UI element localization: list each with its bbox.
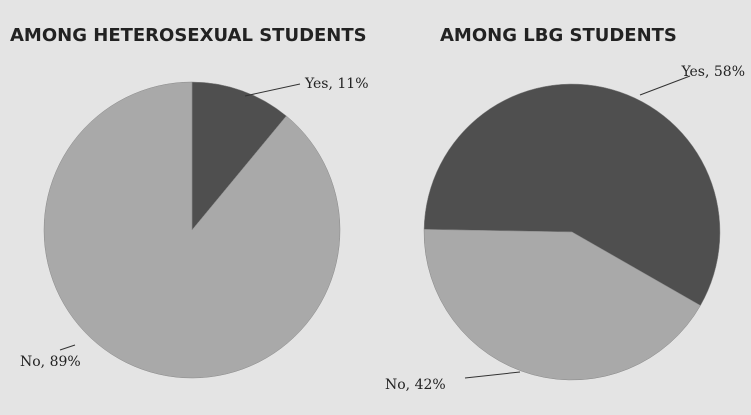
leader-line: [244, 83, 301, 97]
pie-slice: [423, 229, 701, 381]
pie-slice: [191, 81, 287, 231]
data-label: Yes, 58%: [680, 64, 745, 80]
chart-title: AMONG LBG STUDENTS: [440, 25, 677, 46]
pie-slice: [423, 83, 721, 306]
data-label: Yes, 11%: [304, 76, 369, 92]
leader-line: [59, 344, 76, 351]
data-label: No, 42%: [385, 377, 446, 393]
leader-line: [464, 371, 521, 379]
data-label: No, 89%: [20, 354, 81, 370]
pie-slice: [43, 81, 341, 379]
chart-title: AMONG HETEROSEXUAL STUDENTS: [10, 25, 367, 46]
leader-line: [639, 75, 691, 96]
